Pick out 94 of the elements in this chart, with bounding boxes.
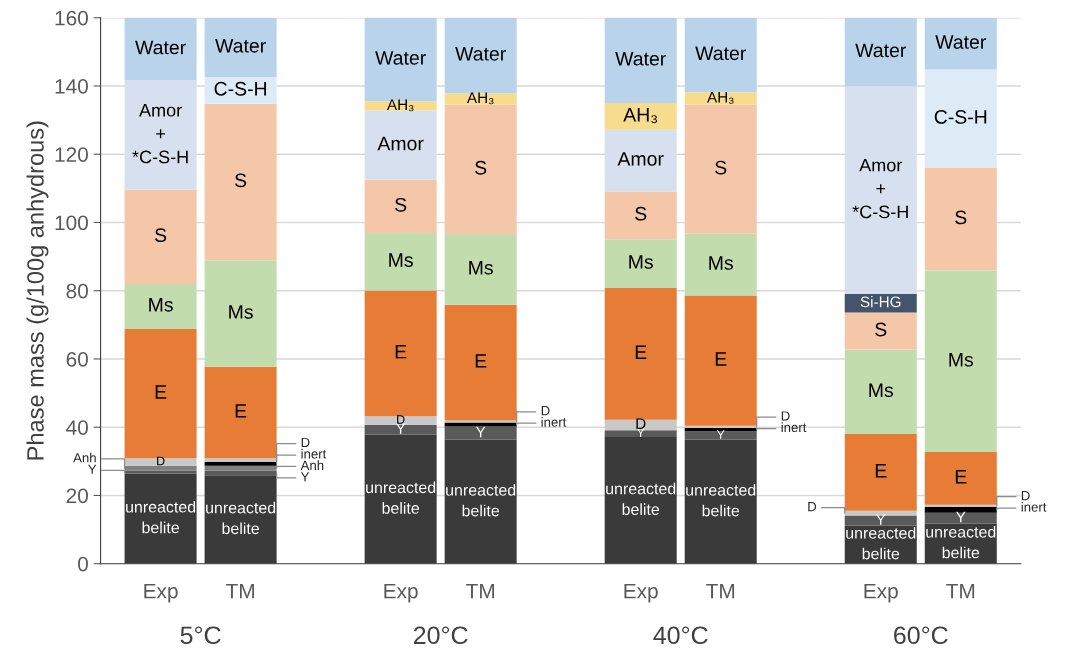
data-label: Amor xyxy=(377,136,424,151)
data-label: Amor + *C-S-H xyxy=(852,158,908,219)
text: 5°C xyxy=(180,626,221,645)
data-label: E xyxy=(955,470,967,484)
data-label: Ms xyxy=(709,256,733,270)
x-tick-label: Exp xyxy=(624,583,658,603)
x-tick-label: TM xyxy=(226,583,254,599)
data-label: Water xyxy=(855,43,906,58)
data-label: unreacted belite xyxy=(846,526,916,560)
data-label: Si-HG xyxy=(860,296,901,308)
x-tick-label: Exp xyxy=(144,583,178,603)
y-tick-label: 120 xyxy=(55,147,88,162)
data-label: Ms xyxy=(949,353,974,367)
data-label: Ms xyxy=(869,383,894,398)
data-label: AH₃ xyxy=(623,108,658,124)
y-tick-label: 140 xyxy=(55,78,88,94)
y-tick-label: 0 xyxy=(78,556,88,572)
data-label: inert xyxy=(1021,502,1047,512)
x-tick-label: Exp xyxy=(864,583,898,603)
data-label: Amor + *C-S-H xyxy=(132,104,188,164)
data-label: unreacted belite xyxy=(206,501,276,535)
data-label: AH₃ xyxy=(707,91,734,104)
data-label: S xyxy=(395,197,407,212)
data-label: E xyxy=(635,345,647,359)
data-label: unreacted belite xyxy=(926,525,996,559)
data-label: AH₃ xyxy=(466,92,494,105)
text: 40°C xyxy=(653,626,708,645)
data-label: E xyxy=(395,344,407,359)
data-label: Water xyxy=(615,52,666,66)
data-label: S xyxy=(635,206,647,221)
data-label: D xyxy=(541,406,550,416)
data-label: Ms xyxy=(389,253,413,267)
data-label: Ms xyxy=(149,298,173,312)
data-label: E xyxy=(155,385,167,399)
data-label: inert xyxy=(301,448,327,459)
y-tick-label: 20 xyxy=(66,488,88,504)
data-label: Water xyxy=(695,46,746,61)
data-label: S xyxy=(875,322,887,337)
data-label: S xyxy=(235,173,247,188)
data-label: Ms xyxy=(629,255,653,269)
data-label: Water xyxy=(135,40,186,55)
y-tick-label: 60 xyxy=(66,351,88,367)
data-label: S xyxy=(715,160,727,175)
data-label: unreacted belite xyxy=(366,481,436,514)
data-label: S xyxy=(475,160,487,175)
data-label: C-S-H xyxy=(934,110,987,124)
data-label: Anh xyxy=(300,460,324,470)
data-label: AH₃ xyxy=(386,99,414,112)
y-axis-title: Phase mass (g/100g anhydrous) xyxy=(26,121,49,460)
data-label: Anh xyxy=(73,452,96,463)
data-label: Amor xyxy=(617,152,664,166)
data-label: inert xyxy=(781,422,807,433)
y-tick-label: 40 xyxy=(66,420,88,435)
data-label: Y xyxy=(475,426,486,438)
y-tick-label: 160 xyxy=(55,10,88,26)
data-label: Y xyxy=(875,514,886,525)
data-label: Y xyxy=(300,472,310,482)
data-label: D xyxy=(301,437,310,447)
data-label: Y xyxy=(88,464,97,474)
x-tick-label: TM xyxy=(946,583,975,599)
data-label: D xyxy=(808,502,817,512)
data-label: D xyxy=(1021,491,1030,501)
data-label: Water xyxy=(935,35,987,49)
data-label: S xyxy=(154,228,167,243)
data-label: inert xyxy=(541,417,567,427)
data-label: unreacted belite xyxy=(446,483,516,517)
data-label: unreacted belite xyxy=(686,483,756,517)
data-label: D xyxy=(781,411,790,421)
y-tick-label: 100 xyxy=(55,215,88,231)
data-label: D xyxy=(397,415,405,424)
data-label: Water xyxy=(215,39,266,53)
data-label: Water xyxy=(375,51,426,65)
data-label: E xyxy=(235,404,247,418)
data-label: E xyxy=(475,354,487,368)
data-label: unreacted belite xyxy=(126,500,196,534)
data-label: E xyxy=(715,352,727,366)
x-tick-label: TM xyxy=(466,583,494,599)
data-label: unreacted belite xyxy=(606,482,676,516)
data-label: S xyxy=(955,210,967,225)
data-label: D xyxy=(636,418,646,429)
text: 20°C xyxy=(413,626,468,645)
data-label: Y xyxy=(716,430,725,439)
y-tick-label: 80 xyxy=(66,283,88,299)
x-tick-label: Exp xyxy=(384,583,418,603)
data-label: C-S-H xyxy=(214,81,267,96)
data-label: E xyxy=(875,464,887,478)
data-label: Y xyxy=(395,423,406,434)
data-label: Y xyxy=(956,511,966,523)
data-label: Ms xyxy=(229,305,253,319)
text: 60°C xyxy=(894,626,948,645)
data-label: Water xyxy=(455,47,506,61)
data-label: D xyxy=(157,456,165,466)
data-label: Ms xyxy=(469,261,493,275)
x-tick-label: TM xyxy=(706,583,735,599)
